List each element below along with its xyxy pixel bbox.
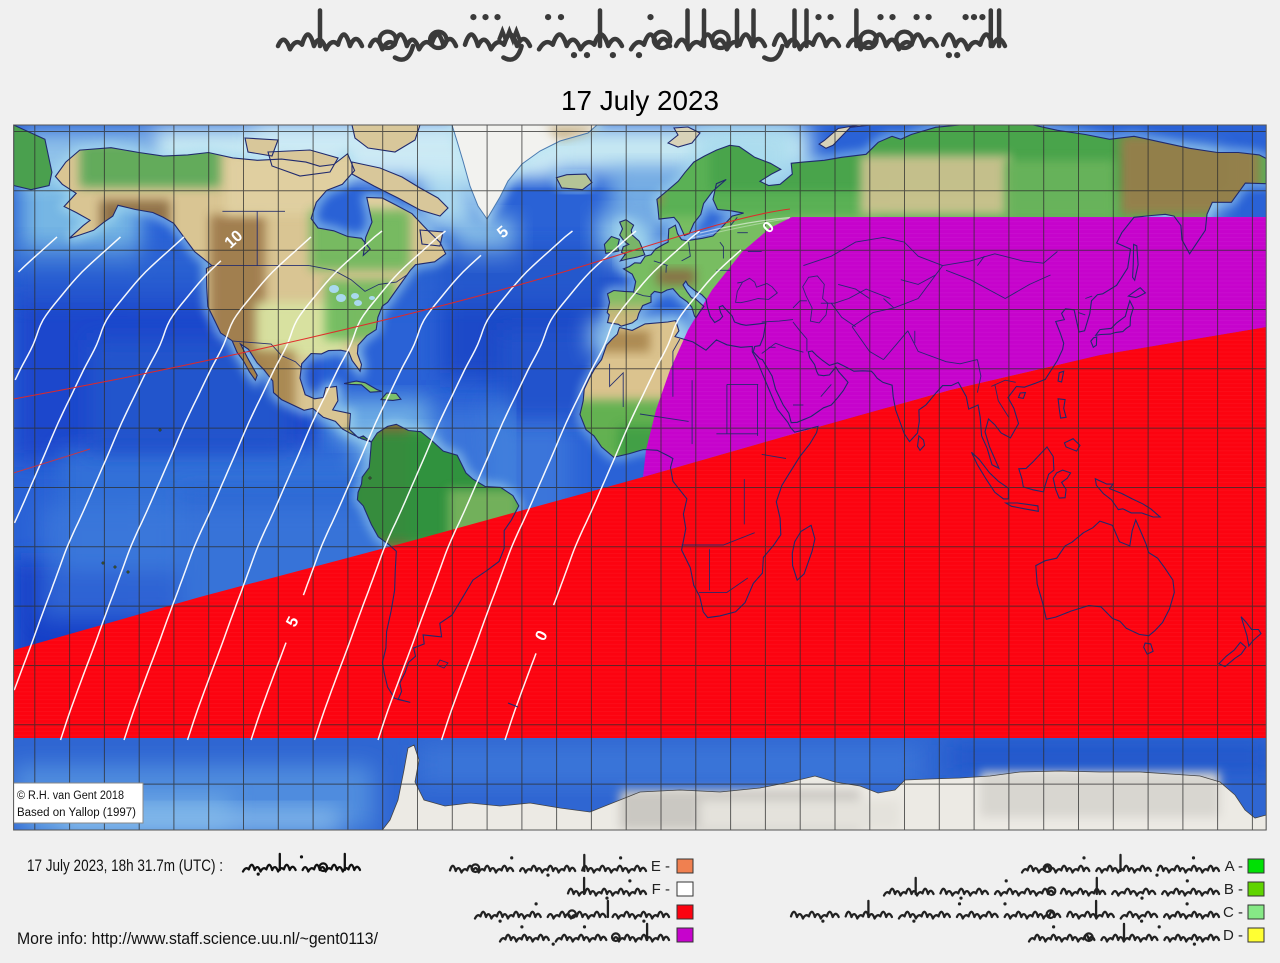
- svg-text:© R.H. van Gent 2018: © R.H. van Gent 2018: [17, 790, 124, 802]
- svg-text:C -: C -: [1223, 904, 1243, 921]
- svg-text:17 July 2023: 17 July 2023: [561, 85, 719, 116]
- svg-text:Based on Yallop (1997): Based on Yallop (1997): [17, 807, 136, 819]
- svg-text:More info: http://www.staff.s: More info: http://www.staff.science.uu.n…: [17, 930, 378, 948]
- svg-text:D -: D -: [1223, 927, 1243, 944]
- svg-text:E -: E -: [651, 858, 670, 875]
- svg-text:B -: B -: [1224, 881, 1243, 898]
- svg-text:A -: A -: [1225, 858, 1243, 875]
- svg-text:F -: F -: [652, 881, 670, 898]
- svg-text:17 July 2023, 18h 31.7m (UTC): 17 July 2023, 18h 31.7m (UTC) :: [27, 857, 223, 875]
